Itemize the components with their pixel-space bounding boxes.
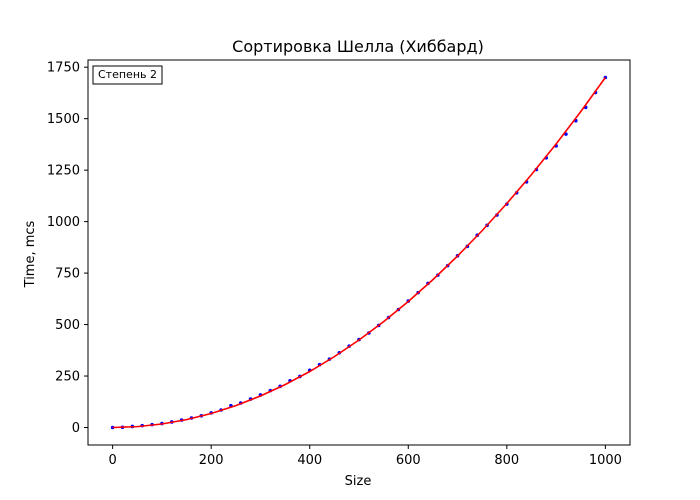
x-tick-label: 0	[108, 453, 116, 468]
series-layer	[110, 75, 608, 430]
data-point	[110, 425, 115, 430]
chart-title: Сортировка Шелла (Хиббард)	[232, 37, 484, 56]
annotation-box: Степень 2	[92, 65, 163, 85]
y-tick-label: 250	[55, 370, 80, 385]
x-tick-label: 800	[494, 453, 519, 468]
axes-frame	[87, 59, 631, 446]
y-axis-label: Time, mcs	[23, 220, 38, 288]
x-axis: 0 200 400 600 800 1000	[108, 445, 622, 468]
fit-line	[112, 77, 607, 429]
y-axis: 0 250 500 750 1000 1250 1500 1750	[47, 61, 88, 436]
y-tick-label: 1250	[47, 164, 80, 179]
annotation-border	[92, 65, 163, 85]
y-tick-label: 1000	[47, 215, 80, 230]
x-tick-label: 1000	[589, 453, 622, 468]
plot-area: 0 200 400 600 800 1000 0 250 500 750 1000 1250 1500…	[47, 59, 631, 468]
x-tick-label: 200	[199, 453, 224, 468]
x-tick-label: 600	[396, 453, 421, 468]
y-tick-label: 500	[55, 318, 80, 333]
scatter-series	[110, 75, 608, 430]
x-axis-label: Size	[345, 474, 372, 489]
y-tick-label: 1500	[47, 112, 80, 127]
y-tick-label: 0	[72, 421, 80, 436]
y-tick-label: 1750	[47, 61, 80, 76]
x-tick-label: 400	[297, 453, 322, 468]
y-tick-label: 750	[55, 267, 80, 282]
annotation-label: Степень 2	[98, 68, 157, 81]
